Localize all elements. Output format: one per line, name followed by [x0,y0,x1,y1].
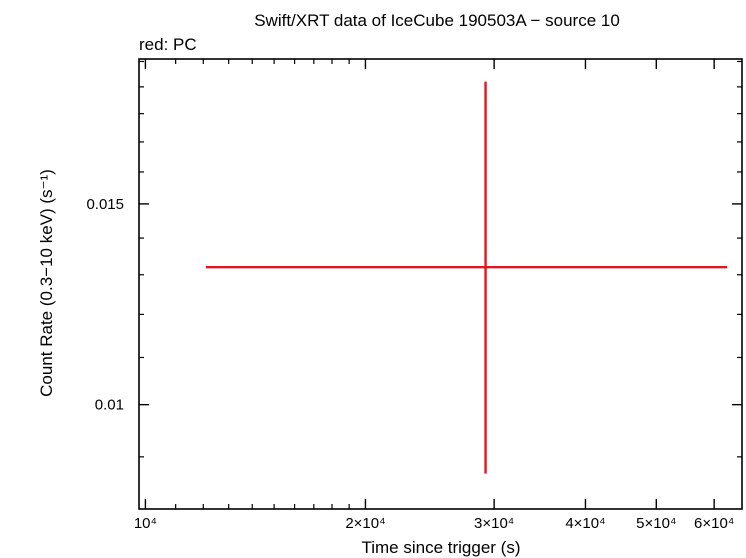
axis-tick-labels: 10⁴ 2×10⁴ 3×10⁴ 4×10⁴ 5×10⁴ 6×10⁴ 0.01 0.015 [86,196,734,532]
x-tick-label: 3×10⁴ [474,515,514,532]
x-tick-label: 10⁴ [134,515,157,532]
axis-ticks [139,59,742,509]
x-tick-label: 6×10⁴ [694,515,734,532]
chart-title: Swift/XRT data of IceCube 190503A − sour… [254,11,620,30]
plot-frame [138,58,743,510]
y-tick-label: 0.01 [95,397,124,414]
x-tick-label: 4×10⁴ [565,515,605,532]
y-axis-label: Count Rate (0.3−10 keV) (s⁻¹) [37,169,56,397]
y-tick-label: 0.015 [86,196,124,213]
chart-subtitle: red: PC [139,35,197,54]
x-tick-label: 2×10⁴ [345,515,385,532]
x-axis-label: Time since trigger (s) [361,538,520,557]
data-marks [205,81,728,474]
x-tick-label: 5×10⁴ [636,515,676,532]
